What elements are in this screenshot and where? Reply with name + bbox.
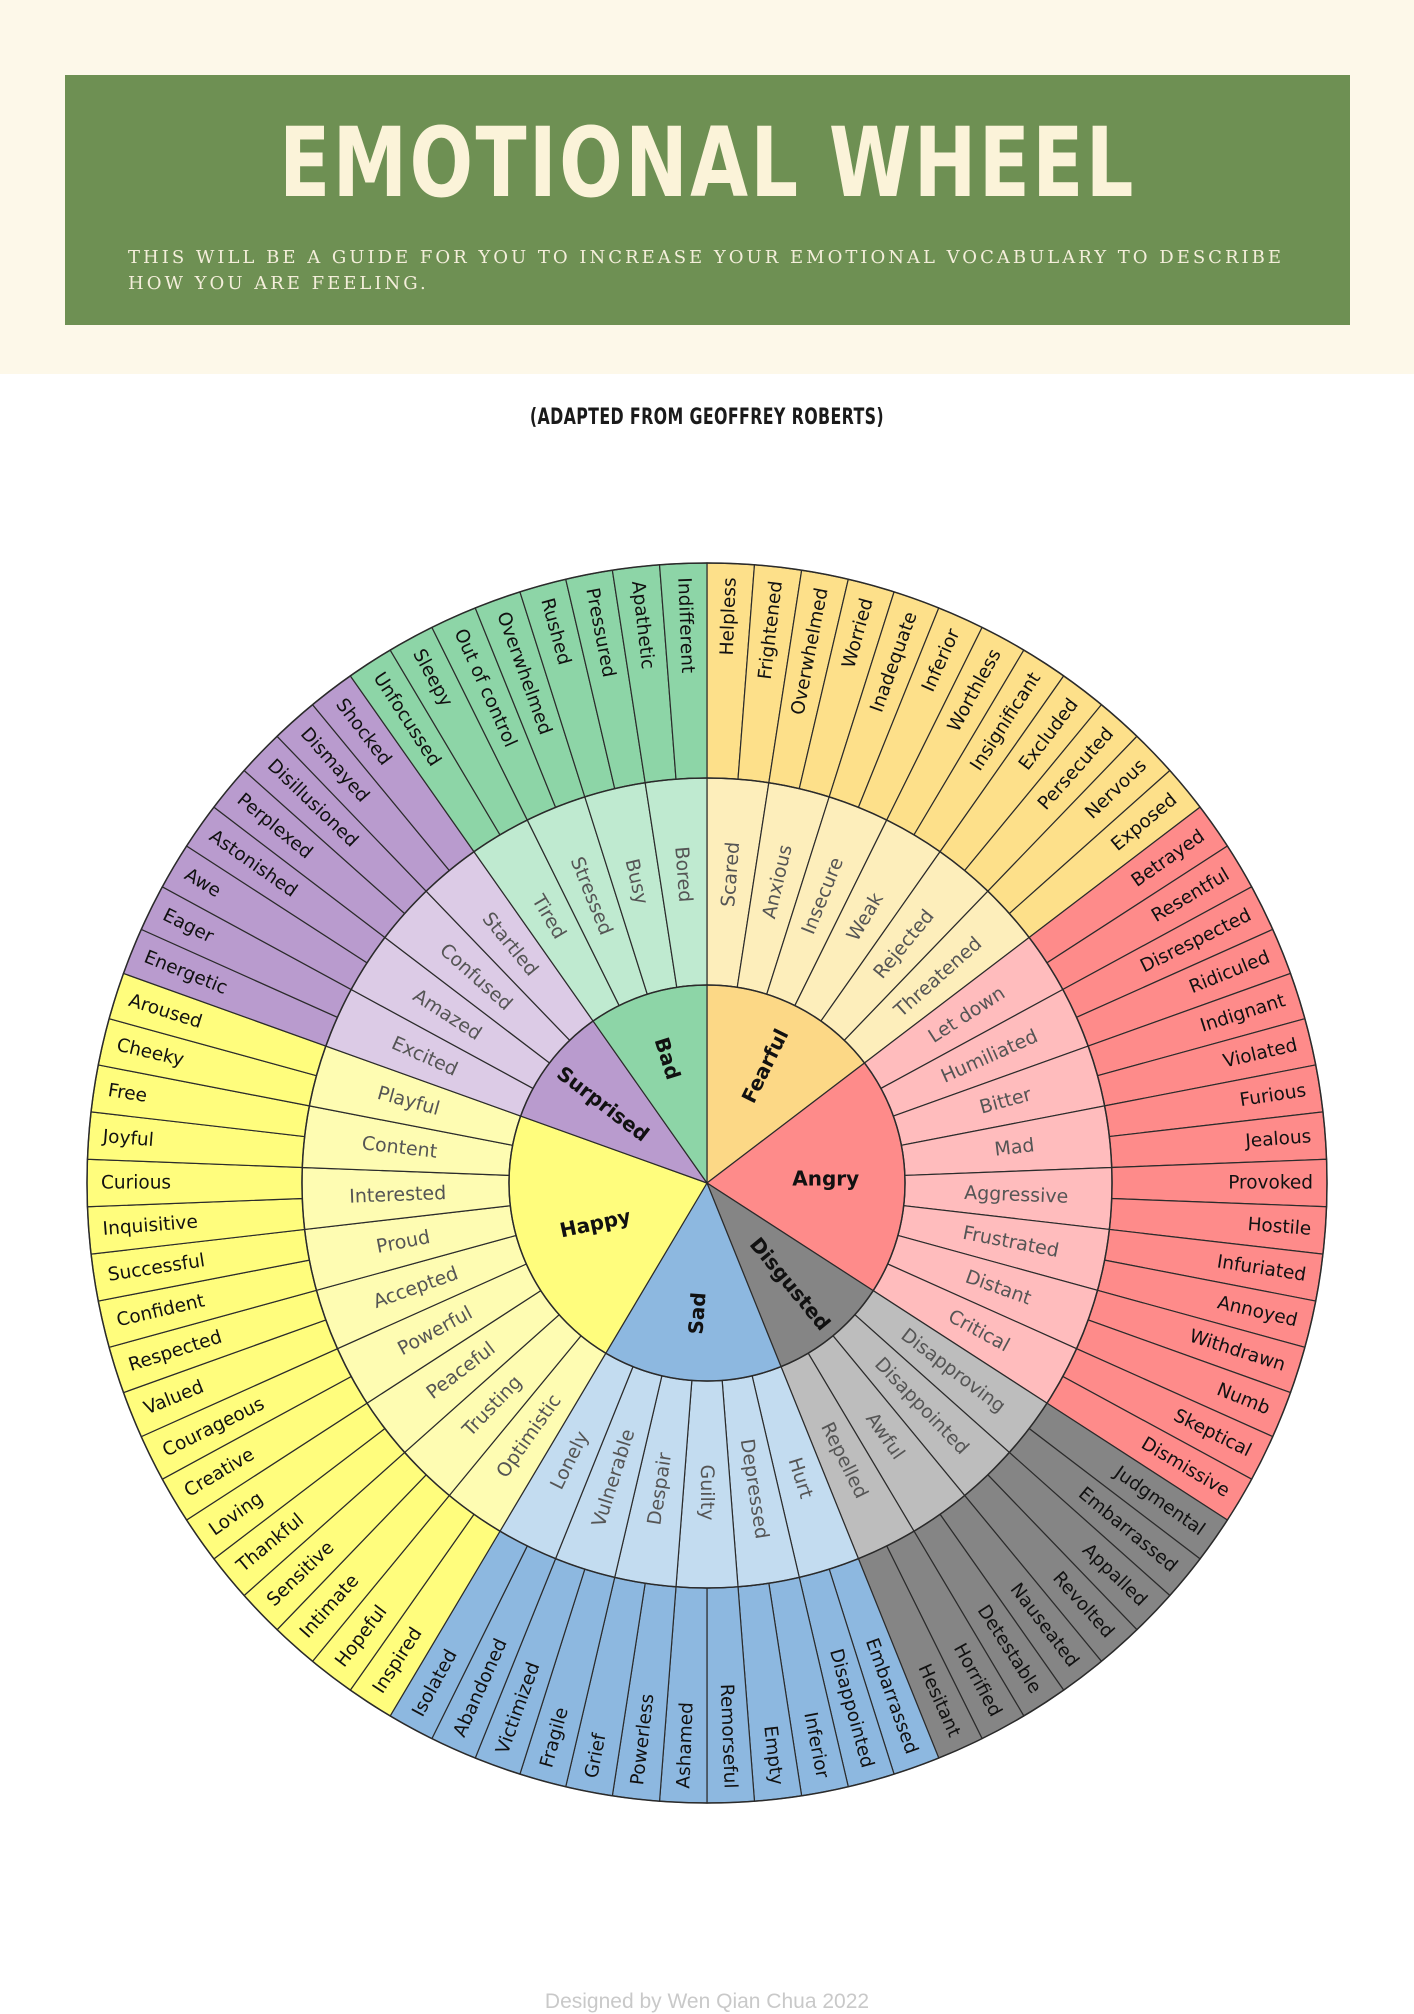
credit-line: (ADAPTED FROM GEOFFREY ROBERTS) [0,405,1414,430]
emotion-label-tertiary: Curious [101,1173,171,1194]
emotion-label-tertiary: Hostile [1247,1214,1312,1240]
emotion-label-core: Angry [792,1166,859,1190]
emotion-label-tertiary: Remorseful [716,1683,741,1788]
emotion-label-core: Sad [683,1291,710,1335]
title-banner: EMOTIONAL WHEEL THIS WILL BE A GUIDE FOR… [65,75,1350,325]
emotion-label-secondary: Interested [349,1182,447,1208]
emotion-label-tertiary: Indifferent [673,577,698,673]
designer-credit: Designed by Wen Qian Chua 2022 [544,1990,870,2013]
emotion-label-secondary: Scared [717,841,744,908]
page-title: EMOTIONAL WHEEL [279,107,1136,219]
emotion-label-secondary: Bored [670,846,696,903]
emotion-label-tertiary: Ashamed [673,1702,697,1789]
core-ring [508,984,906,1382]
ring-outline [508,984,906,1382]
credit-text: (ADAPTED FROM GEOFFREY ROBERTS) [529,405,885,430]
emotion-label-tertiary: Helpless [717,577,741,656]
emotion-label-tertiary: Provoked [1228,1173,1313,1194]
ring-outline [86,562,1328,1804]
emotion-label-secondary: Aggressive [964,1182,1069,1208]
ring-outline [301,777,1113,1589]
emotion-label-tertiary: Jealous [1244,1126,1312,1152]
emotion-label-secondary: Guilty [696,1464,718,1520]
outer-ring [86,562,1328,1804]
emotion-label-secondary: Mad [993,1134,1035,1160]
page-subtitle: THIS WILL BE A GUIDE FOR YOU TO INCREASE… [128,247,1284,295]
emotion-label-tertiary: Joyful [101,1126,155,1151]
